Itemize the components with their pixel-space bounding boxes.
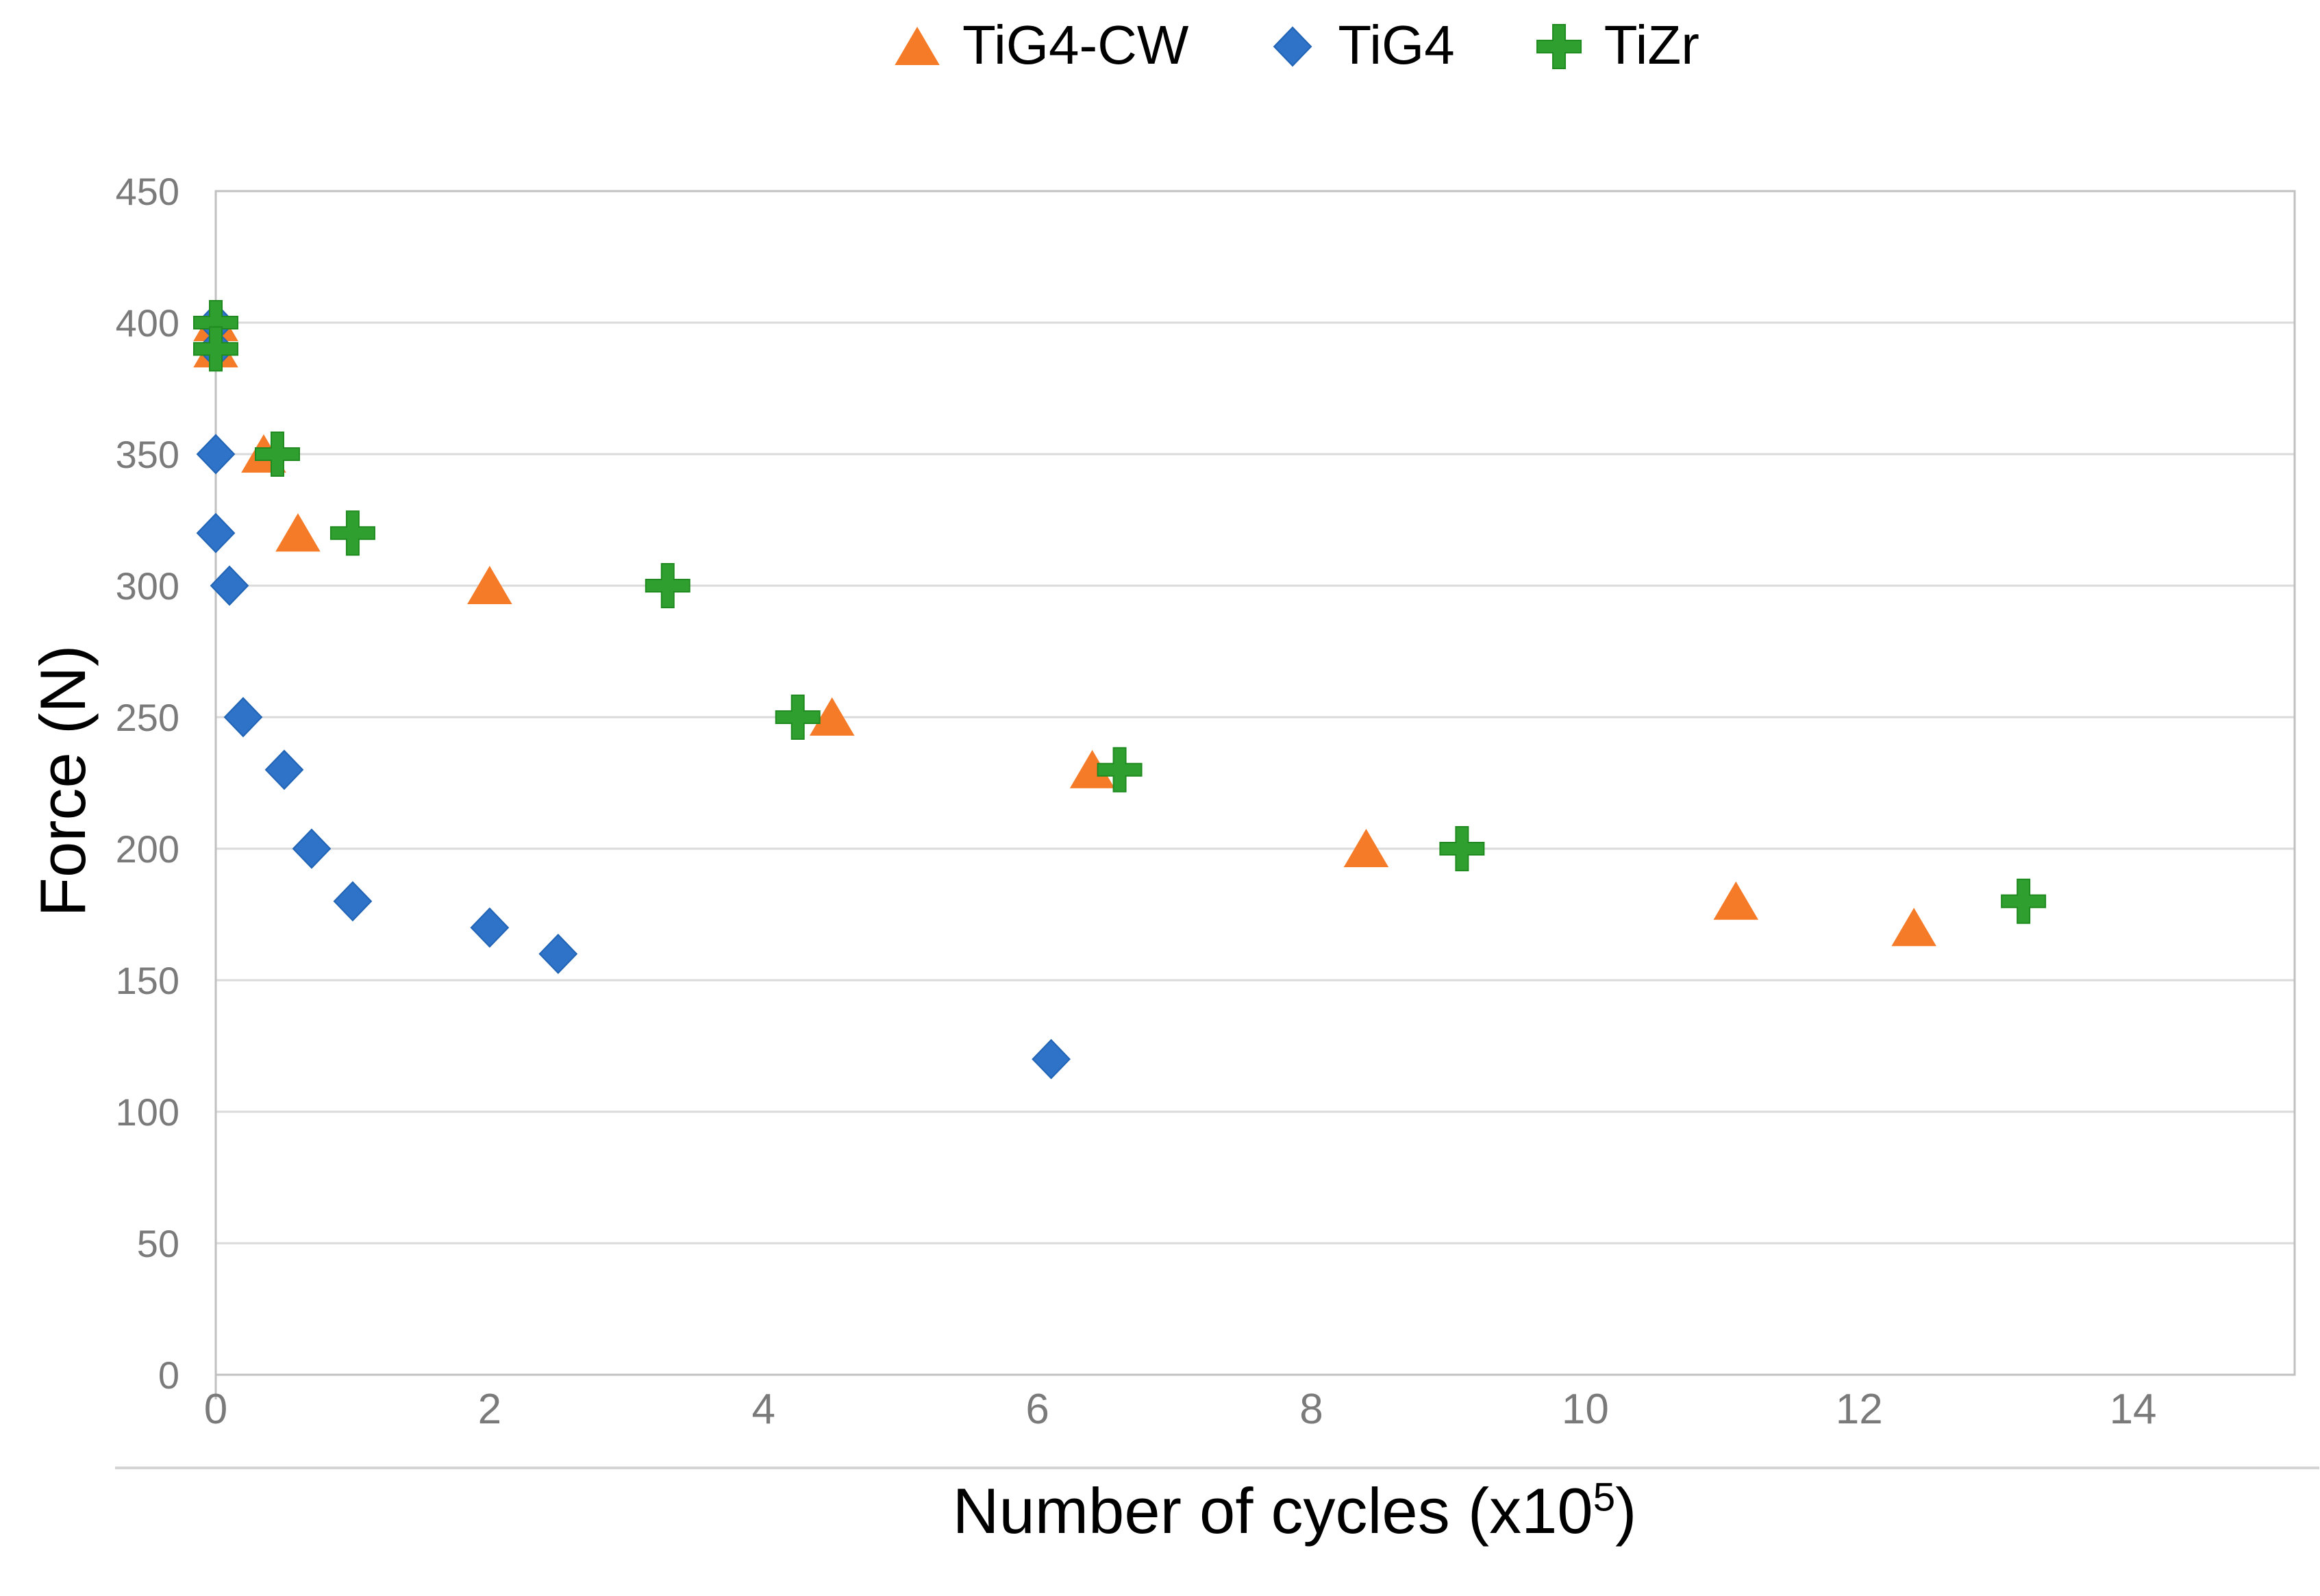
plus-marker-icon [645, 563, 690, 608]
y-tick-label-200: 200 [116, 827, 179, 871]
legend-item-TiG4-CW: TiG4-CW [890, 18, 1188, 73]
triangle-marker-icon [1343, 829, 1389, 867]
plus-marker-icon [329, 510, 375, 556]
diamond-marker-icon [538, 934, 578, 975]
y-tick-label-300: 300 [116, 564, 179, 608]
plot-border [214, 190, 2296, 1376]
x-tick-label-0: 0 [204, 1386, 227, 1433]
y-tick-label-400: 400 [116, 301, 179, 345]
legend-label: TiG4-CW [962, 14, 1189, 75]
diamond-marker-icon [196, 512, 236, 553]
legend-item-TiG4: TiG4 [1265, 14, 1455, 75]
plus-legend-marker-icon [1536, 24, 1582, 69]
plus-marker-icon [254, 432, 300, 477]
diamond-marker-icon [292, 828, 332, 869]
x-tick-label-6: 6 [1025, 1386, 1049, 1433]
y-tick-label-0: 0 [158, 1354, 179, 1397]
triangle-marker-icon [809, 697, 855, 736]
x-tick-label-2: 2 [478, 1386, 501, 1433]
legend-label: TiG4 [1338, 14, 1455, 75]
triangle-marker-icon [1713, 881, 1759, 920]
x-tick-label-12: 12 [1836, 1386, 1883, 1433]
x-axis-title: Number of cycles (x105) [953, 1474, 1637, 1548]
series-TiG4 [196, 302, 1071, 1080]
x-axis-title-main: Number of cycles (x10 [952, 1475, 1593, 1547]
plus-marker-icon [2001, 878, 2047, 924]
y-tick-label-150: 150 [116, 959, 179, 1002]
plus-marker-icon [775, 695, 821, 740]
x-tick-label-8: 8 [1299, 1386, 1323, 1433]
x-tick-label-4: 4 [751, 1386, 775, 1433]
plus-marker-icon [1439, 826, 1485, 871]
triangle-marker-icon [467, 566, 512, 604]
triangle-marker-icon [275, 513, 321, 552]
plus-marker-icon [193, 326, 238, 372]
y-axis-title: Force (N) [27, 645, 99, 917]
diamond-marker-icon [223, 697, 263, 738]
plus-marker-icon [1097, 747, 1143, 793]
x-tick-label-14: 14 [2110, 1386, 2157, 1433]
x-axis-title-close: ) [1615, 1475, 1637, 1547]
legend: TiG4-CW TiG4 TiZr [890, 18, 1699, 73]
y-tick-label-250: 250 [116, 696, 179, 739]
diamond-marker-icon [1032, 1038, 1071, 1080]
y-tick-label-100: 100 [116, 1090, 179, 1134]
diamond-marker-icon [333, 881, 373, 922]
legend-label: TiZr [1604, 14, 1699, 75]
y-tick-label-50: 50 [137, 1222, 179, 1265]
diamond-marker-icon [196, 434, 236, 475]
diamond-marker-icon [470, 907, 510, 948]
diamond-marker-icon [210, 565, 249, 606]
y-tick-label-350: 350 [116, 433, 179, 476]
triangle-legend-marker-icon [895, 27, 940, 65]
triangle-marker-icon [1891, 908, 1936, 947]
diamond-marker-icon [264, 749, 304, 790]
x-tick-label-10: 10 [1562, 1386, 1609, 1433]
diamond-legend-marker-icon [1273, 26, 1312, 67]
series-TiZr [193, 300, 2047, 924]
legend-item-TiZr: TiZr [1532, 18, 1699, 73]
x-axis-title-superscript: 5 [1593, 1475, 1616, 1520]
y-tick-label-450: 450 [116, 170, 179, 213]
